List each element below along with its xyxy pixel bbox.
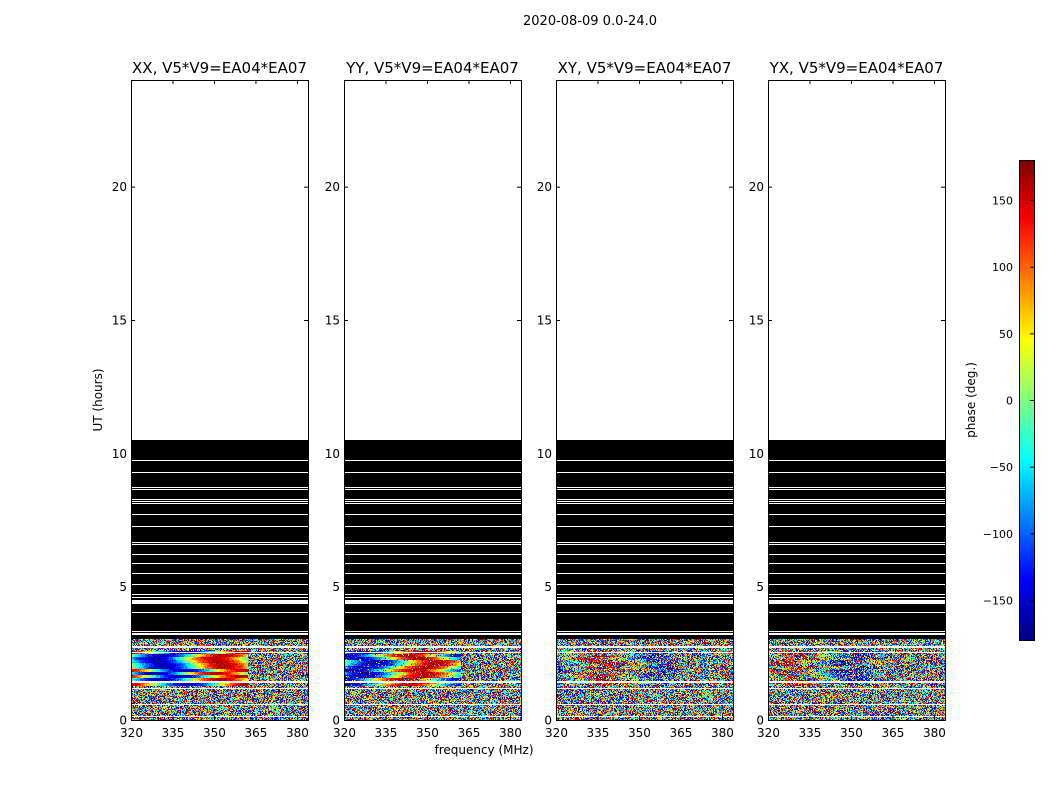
colorbar-tick-label: −100: [983, 528, 1013, 541]
panel-title: YX, V5*V9=EA04*EA07: [769, 59, 944, 77]
x-tick-label: 380: [923, 726, 946, 740]
colorbar-tick-label: 100: [992, 261, 1013, 274]
x-tick-label: 335: [375, 726, 398, 740]
y-tick-label: 15: [749, 314, 764, 328]
x-tick-label: 335: [162, 726, 185, 740]
colorbar-tick-label: 0: [1006, 395, 1013, 408]
y-tick-label: 10: [537, 447, 552, 461]
y-tick-label: 5: [756, 580, 764, 594]
x-tick-label: 320: [757, 726, 780, 740]
heatmap-3: [556, 440, 733, 720]
x-tick-label: 365: [458, 726, 481, 740]
axes-frame: [768, 80, 946, 721]
x-tick-label: 380: [499, 726, 522, 740]
x-tick-label: 350: [840, 726, 863, 740]
y-tick-label: 5: [119, 580, 127, 594]
x-axis-label: frequency (MHz): [434, 743, 534, 757]
x-tick-label: 350: [628, 726, 651, 740]
heatmap-2: [344, 440, 521, 720]
heatmap-1: [131, 440, 308, 720]
panel-title: XY, V5*V9=EA04*EA07: [558, 59, 732, 77]
y-tick-label: 10: [325, 447, 340, 461]
x-tick-label: 335: [587, 726, 610, 740]
y-tick-label: 15: [112, 314, 127, 328]
colorbar-tick-label: 50: [999, 328, 1013, 341]
x-tick-label: 350: [203, 726, 226, 740]
x-tick-label: 320: [333, 726, 356, 740]
x-tick-label: 380: [286, 726, 309, 740]
y-tick-label: 20: [112, 180, 127, 194]
y-tick-label: 20: [749, 180, 764, 194]
y-tick-label: 5: [332, 580, 340, 594]
x-tick-label: 320: [545, 726, 568, 740]
y-tick-label: 0: [119, 714, 127, 728]
y-tick-label: 10: [749, 447, 764, 461]
y-tick-label: 15: [537, 314, 552, 328]
axes-frame: [556, 80, 734, 721]
x-tick-label: 365: [245, 726, 268, 740]
axes-frame: [131, 80, 309, 721]
x-tick-label: 350: [416, 726, 439, 740]
x-tick-label: 365: [882, 726, 905, 740]
x-tick-label: 320: [120, 726, 143, 740]
y-tick-label: 20: [325, 180, 340, 194]
heatmap-4: [768, 440, 945, 720]
axes-frame: [344, 80, 522, 721]
colorbar-tick-label: −50: [990, 461, 1013, 474]
y-tick-label: 0: [756, 714, 764, 728]
x-tick-label: 365: [670, 726, 693, 740]
y-tick-label: 20: [537, 180, 552, 194]
y-tick-label: 5: [544, 580, 552, 594]
colorbar-tick-label: −150: [983, 595, 1013, 608]
panel-title: YY, V5*V9=EA04*EA07: [345, 59, 519, 77]
figure-title: 2020-08-09 0.0-24.0: [523, 14, 657, 29]
colorbar-gradient: [1019, 160, 1034, 640]
y-tick-label: 15: [325, 314, 340, 328]
y-tick-label: 0: [332, 714, 340, 728]
panel-title: XX, V5*V9=EA04*EA07: [132, 59, 307, 77]
x-tick-label: 380: [711, 726, 734, 740]
colorbar-frame: [1019, 160, 1035, 641]
x-tick-label: 335: [799, 726, 822, 740]
colorbar-tick-label: 150: [992, 195, 1013, 208]
y-tick-label: 0: [544, 714, 552, 728]
y-tick-label: 10: [112, 447, 127, 461]
